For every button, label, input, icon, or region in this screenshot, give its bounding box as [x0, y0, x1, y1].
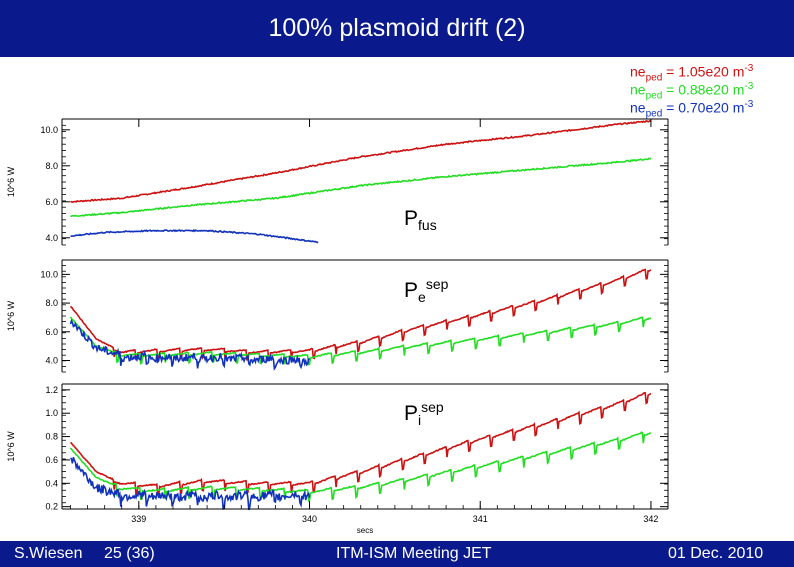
- y-tick-label: 8.0: [45, 161, 58, 171]
- y-tick-label: 6.0: [45, 327, 58, 337]
- x-tick-label: 341: [473, 514, 488, 524]
- x-axis-label: secs: [357, 526, 373, 535]
- series-line-green: [70, 157, 652, 218]
- y-tick-label: 1.0: [45, 408, 58, 418]
- series-line-blue: [70, 228, 319, 244]
- y-tick-label: 0.8: [45, 432, 58, 442]
- panel-label: Pfus: [404, 207, 437, 234]
- panel-label: Pisep: [404, 399, 444, 429]
- series-line-blue: [69, 318, 311, 371]
- panel-label: Pesep: [404, 276, 449, 306]
- legend-entry: neped = 0.88e20 m-3: [630, 81, 754, 102]
- page-title: 100% plasmoid drift (2): [268, 14, 526, 42]
- y-tick-label: 4.0: [45, 356, 58, 366]
- x-tick-label: 339: [131, 514, 146, 524]
- y-axis-label: 10^6 W: [6, 431, 16, 462]
- footer-date: 01 Dec. 2010: [668, 545, 764, 562]
- y-tick-label: 0.6: [45, 455, 58, 465]
- series-line-red: [69, 268, 652, 361]
- y-axis-label: 10^6 W: [6, 166, 16, 197]
- y-tick-label: 0.2: [45, 502, 58, 512]
- title-bar: 100% plasmoid drift (2): [0, 0, 794, 57]
- x-tick-label: 342: [643, 514, 658, 524]
- footer-author: S.Wiesen: [14, 545, 83, 562]
- footer-meeting: ITM-ISM Meeting JET: [336, 545, 492, 562]
- y-axis-label: 10^6 W: [6, 300, 16, 331]
- y-tick-label: 8.0: [45, 298, 58, 308]
- y-tick-label: 4.0: [45, 233, 58, 243]
- series-line-green: [69, 316, 652, 366]
- chart-area: 10.0 8.0 6.0 4.0 10^6 W 10.0 8.0 6.0 4.0 10^6 W 1.…: [6, 118, 669, 535]
- y-tick-label: 0.4: [45, 478, 58, 488]
- x-tick-label: 340: [302, 514, 317, 524]
- legend-entry: neped = 1.05e20 m-3: [630, 63, 754, 84]
- footer-bar: S.Wiesen 25 (36) ITM-ISM Meeting JET 01 …: [0, 541, 794, 567]
- series-line-blue: [69, 456, 311, 511]
- y-tick-label: 10.0: [40, 125, 58, 135]
- legend-entry: neped = 0.70e20 m-3: [630, 99, 754, 120]
- footer-slide-number: 25 (36): [104, 545, 155, 562]
- y-tick-label: 6.0: [45, 197, 58, 207]
- series-line-green: [69, 431, 652, 503]
- y-tick-label: 1.2: [45, 385, 58, 395]
- series-line-red: [69, 391, 652, 496]
- series-line-red: [70, 119, 652, 204]
- y-tick-label: 10.0: [40, 269, 58, 279]
